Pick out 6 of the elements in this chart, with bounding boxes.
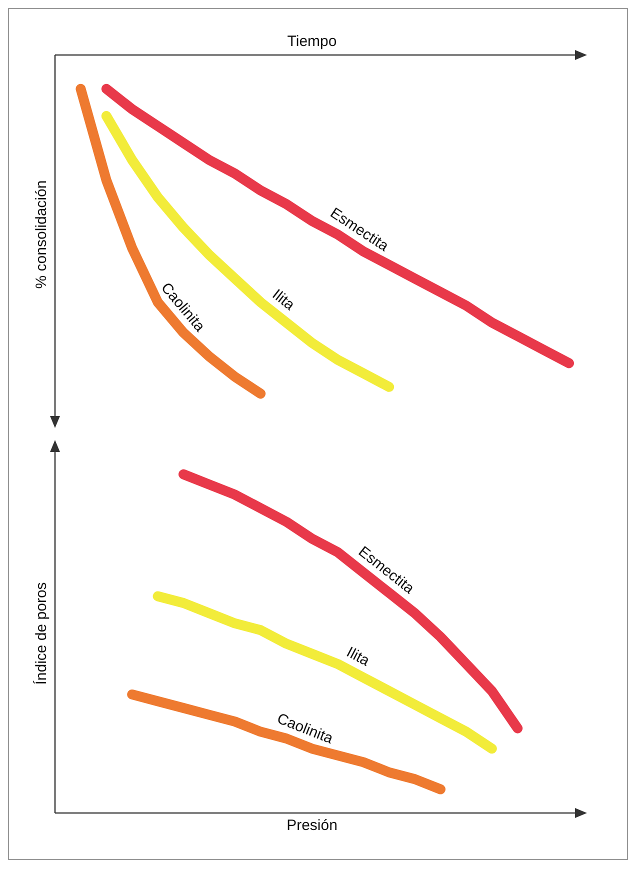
text: Ilita [344,644,373,670]
x-axis-title: Tiempo [287,33,337,50]
y-axis-title: Índice de poros [32,582,50,685]
y-axis-title: % consolidación [33,180,50,289]
text: Ilita [268,286,298,314]
x-axis-title: Presión [286,817,338,834]
